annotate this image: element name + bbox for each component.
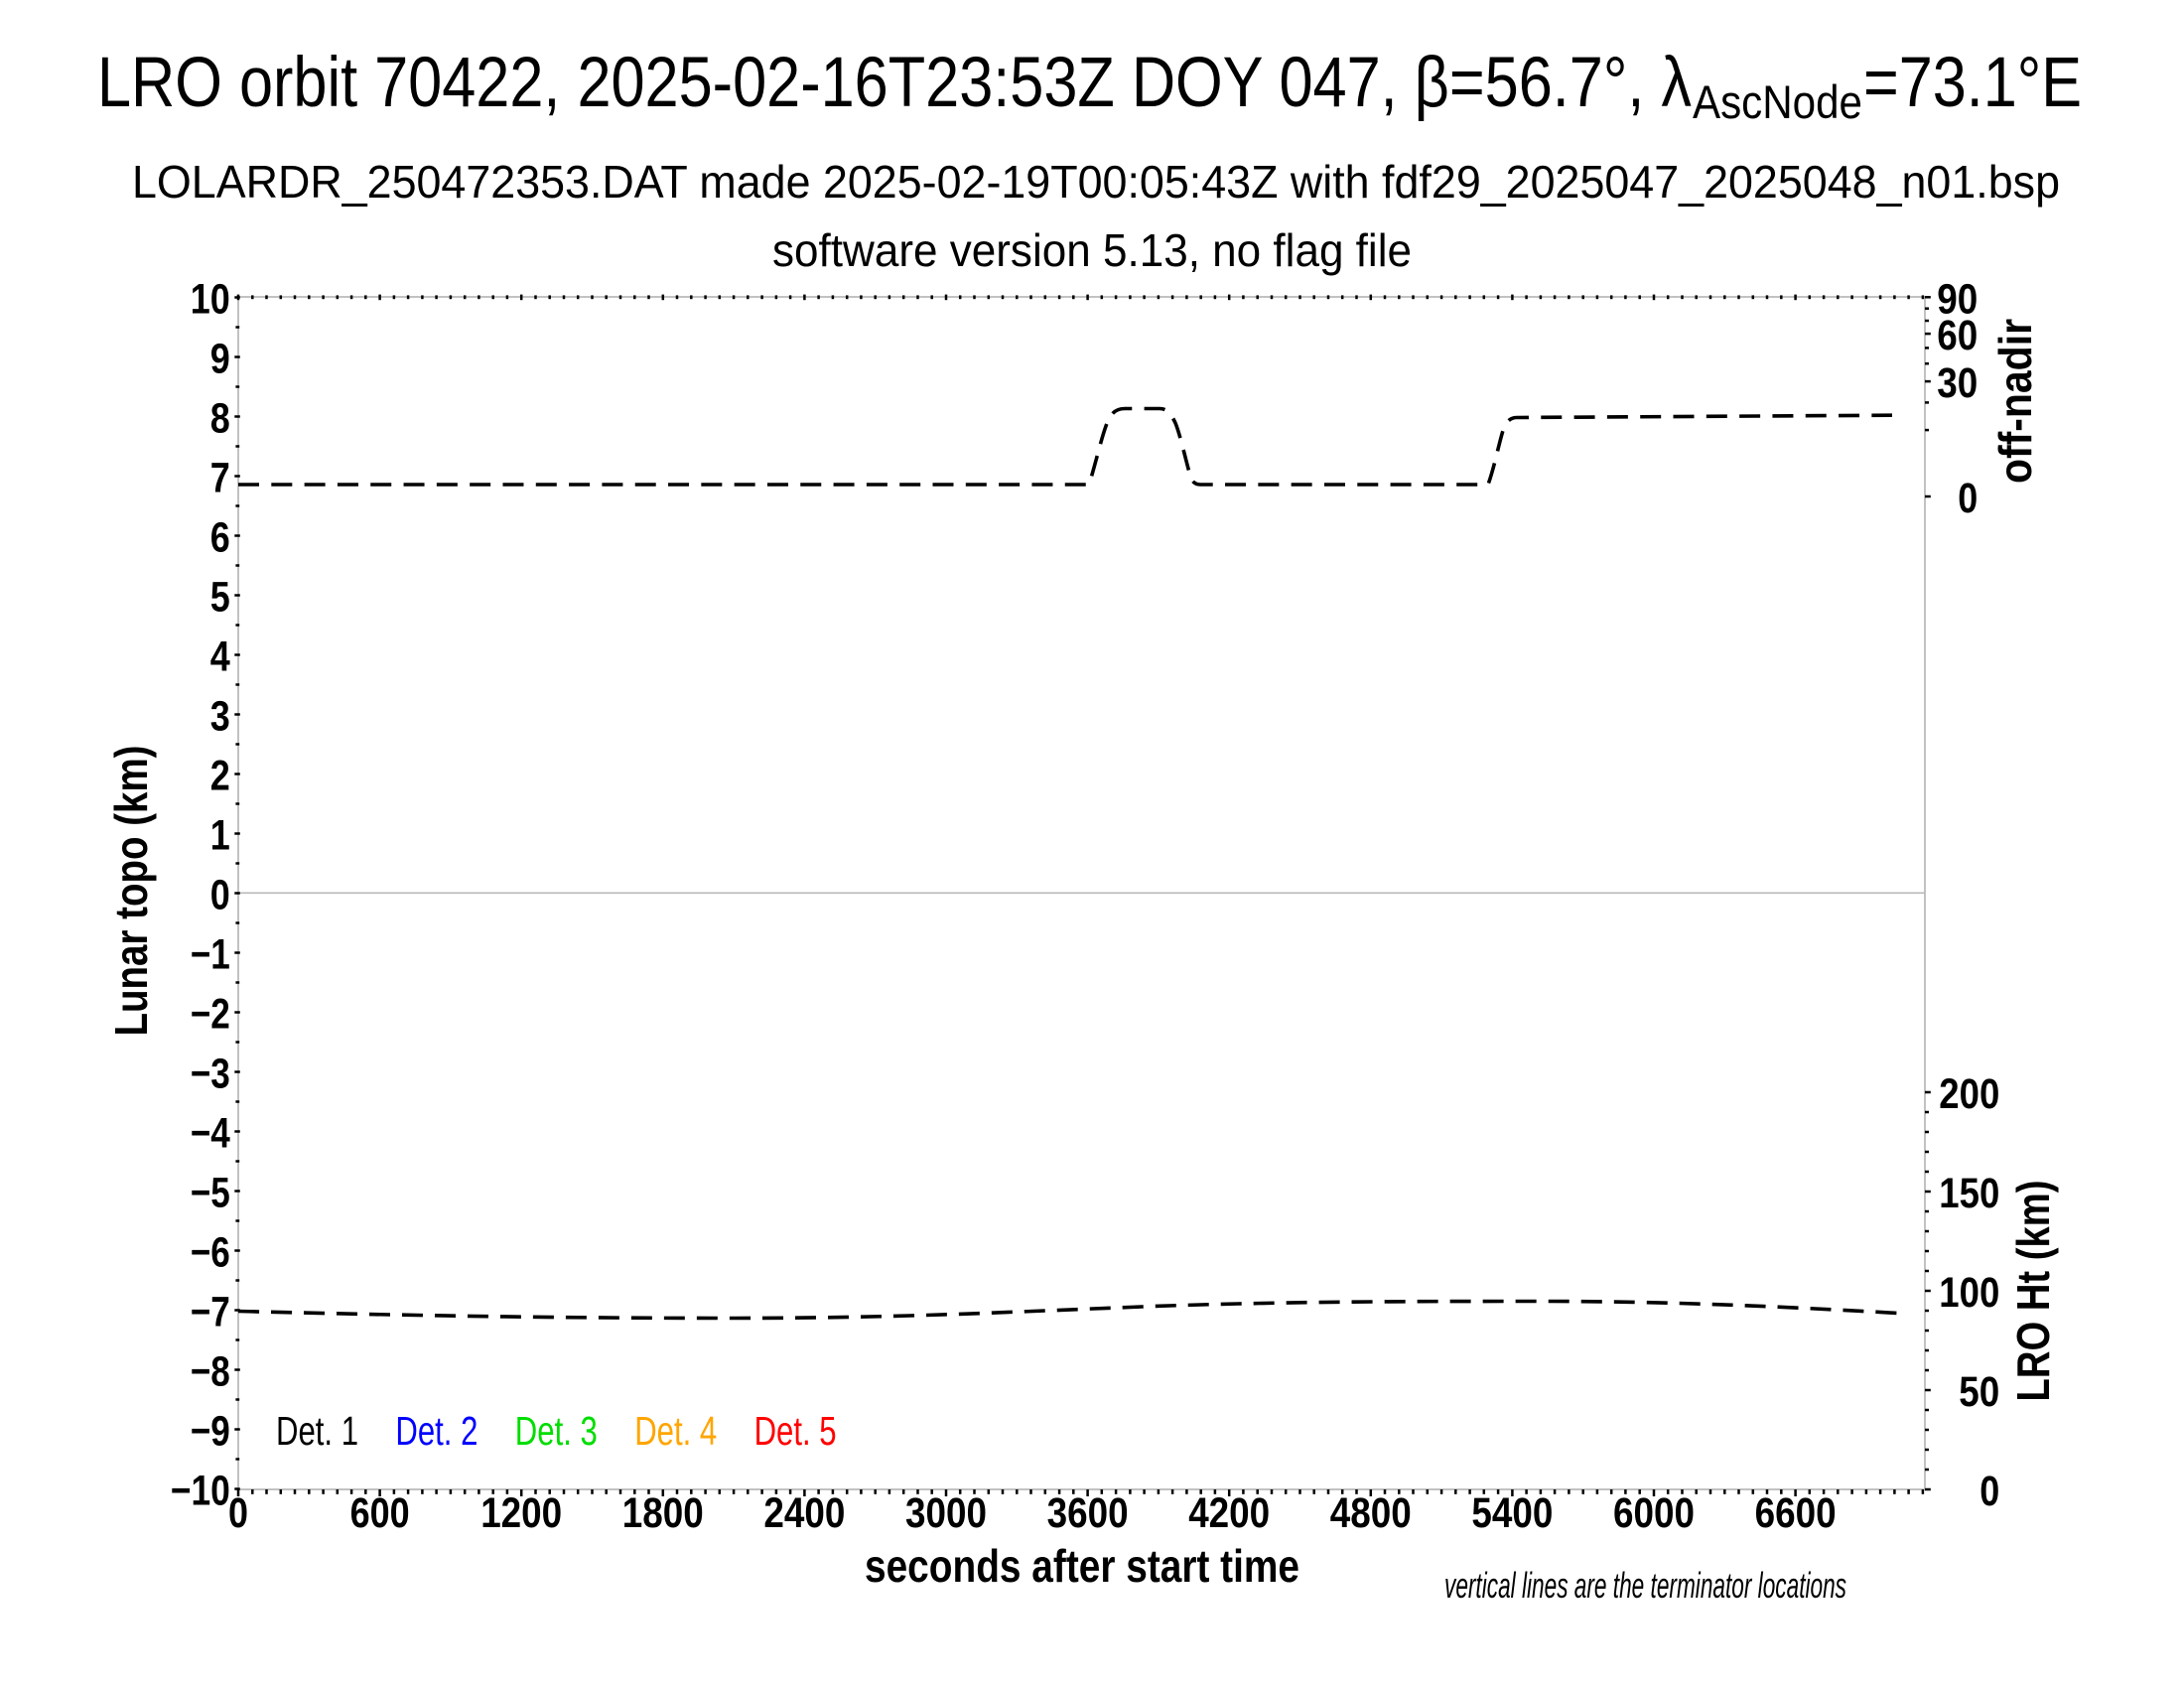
- svg-text:9: 9: [210, 336, 230, 383]
- svg-text:−6: −6: [191, 1229, 230, 1277]
- svg-text:4200: 4200: [1188, 1489, 1270, 1537]
- svg-text:5: 5: [210, 574, 230, 622]
- svg-text:4: 4: [210, 633, 230, 681]
- svg-text:60: 60: [1937, 312, 1978, 359]
- svg-text:6000: 6000: [1613, 1489, 1695, 1537]
- svg-text:AscNode: AscNode: [1693, 75, 1862, 128]
- svg-text:6: 6: [210, 514, 230, 562]
- svg-text:1200: 1200: [480, 1489, 562, 1537]
- svg-text:−9: −9: [191, 1408, 230, 1456]
- svg-text:Det. 3: Det. 3: [515, 1408, 598, 1454]
- svg-text:0: 0: [1979, 1468, 1999, 1515]
- svg-text:150: 150: [1939, 1170, 1999, 1217]
- svg-text:3000: 3000: [905, 1489, 987, 1537]
- svg-text:2400: 2400: [763, 1489, 845, 1537]
- svg-text:4800: 4800: [1330, 1489, 1412, 1537]
- svg-text:−4: −4: [191, 1110, 230, 1158]
- svg-text:0: 0: [210, 872, 230, 919]
- svg-text:−3: −3: [191, 1051, 230, 1098]
- svg-text:−1: −1: [191, 931, 230, 979]
- svg-text:2: 2: [210, 753, 230, 800]
- svg-text:off-nadir: off-nadir: [1989, 319, 2041, 484]
- svg-text:LOLARDR_250472353.DAT made 202: LOLARDR_250472353.DAT made 2025-02-19T00…: [132, 156, 2060, 208]
- svg-text:50: 50: [1959, 1368, 1999, 1416]
- svg-text:Det. 1: Det. 1: [276, 1408, 358, 1454]
- svg-text:seconds after start time: seconds after start time: [865, 1540, 1299, 1592]
- svg-text:100: 100: [1939, 1269, 1999, 1317]
- svg-text:Det. 4: Det. 4: [634, 1408, 717, 1454]
- svg-text:8: 8: [210, 395, 230, 443]
- svg-text:3: 3: [210, 693, 230, 741]
- svg-text:3600: 3600: [1047, 1489, 1129, 1537]
- svg-text:1: 1: [210, 812, 230, 860]
- svg-text:=73.1°E: =73.1°E: [1863, 44, 2082, 122]
- svg-text:−8: −8: [191, 1348, 230, 1396]
- svg-text:90: 90: [1937, 275, 1978, 323]
- svg-text:5400: 5400: [1471, 1489, 1553, 1537]
- svg-text:−2: −2: [191, 991, 230, 1039]
- svg-text:software version 5.13, no flag: software version 5.13, no flag file: [772, 224, 1412, 276]
- svg-text:1800: 1800: [622, 1489, 704, 1537]
- svg-text:−10: −10: [171, 1468, 230, 1515]
- svg-text:7: 7: [210, 455, 230, 502]
- svg-text:−7: −7: [191, 1289, 230, 1336]
- svg-text:LRO Ht (km): LRO Ht (km): [2007, 1181, 2059, 1402]
- svg-text:0: 0: [1958, 475, 1978, 522]
- svg-text:vertical lines are the termina: vertical lines are the terminator locati…: [1444, 1565, 1846, 1606]
- svg-text:0: 0: [228, 1489, 248, 1537]
- svg-text:600: 600: [350, 1489, 410, 1537]
- svg-text:LRO orbit 70422, 2025-02-16T23: LRO orbit 70422, 2025-02-16T23:53Z DOY 0…: [97, 44, 1692, 122]
- svg-text:200: 200: [1939, 1070, 1999, 1118]
- svg-text:Lunar topo (km): Lunar topo (km): [105, 746, 157, 1037]
- svg-text:6600: 6600: [1755, 1489, 1837, 1537]
- svg-text:−5: −5: [191, 1170, 230, 1217]
- svg-text:10: 10: [191, 276, 230, 324]
- svg-text:Det. 5: Det. 5: [754, 1408, 837, 1454]
- svg-text:Det. 2: Det. 2: [395, 1408, 478, 1454]
- svg-text:30: 30: [1937, 359, 1978, 407]
